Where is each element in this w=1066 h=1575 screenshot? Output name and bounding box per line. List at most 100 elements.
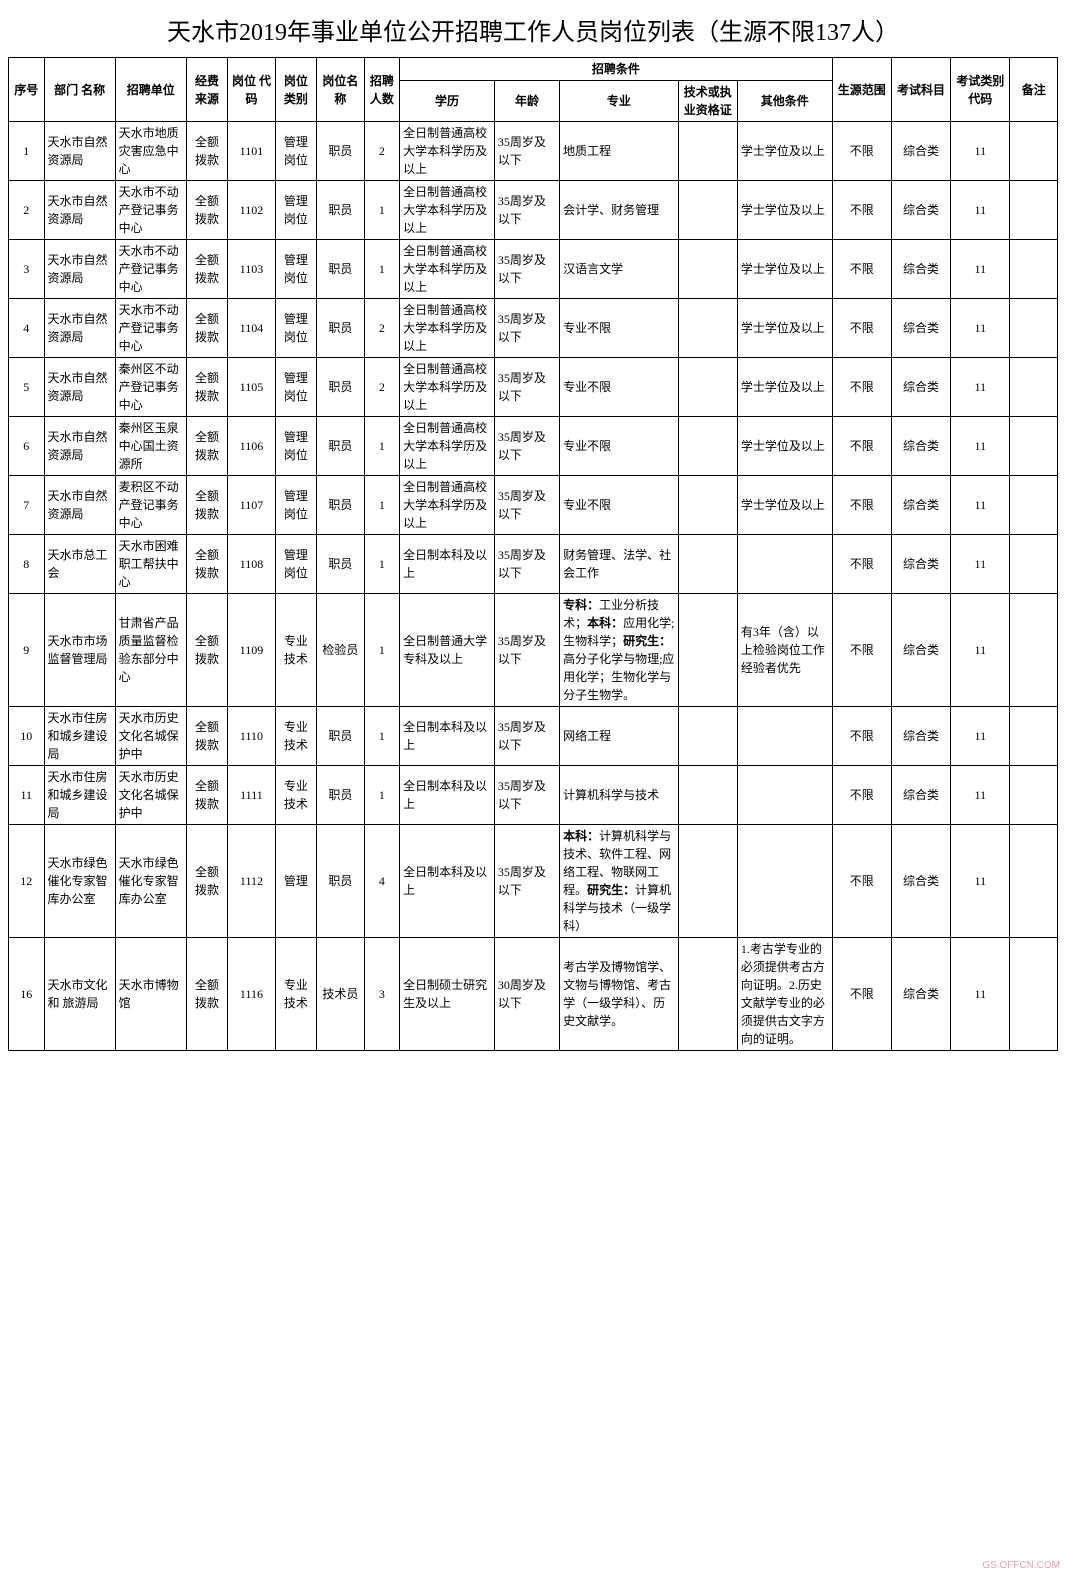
cell-age: 35周岁及以下 bbox=[494, 594, 559, 707]
cell-cert bbox=[678, 825, 737, 938]
cell-name: 职员 bbox=[317, 476, 364, 535]
cell-code: 1106 bbox=[228, 417, 275, 476]
table-row: 5天水市自然资源局秦州区不动产登记事务中心全额拨款1105管理岗位职员2全日制普… bbox=[9, 358, 1058, 417]
cell-seq: 1 bbox=[9, 122, 45, 181]
cell-cert bbox=[678, 766, 737, 825]
cell-unit: 天水市历史文化名城保护中 bbox=[115, 707, 186, 766]
cell-num: 2 bbox=[364, 358, 400, 417]
cell-cat: 管理岗位 bbox=[275, 240, 316, 299]
cell-edu: 全日制普通高校大学本科学历及以上 bbox=[400, 299, 495, 358]
cell-cert bbox=[678, 417, 737, 476]
cell-remark bbox=[1010, 122, 1058, 181]
cell-code: 1116 bbox=[228, 938, 275, 1051]
cell-cat: 专业技术 bbox=[275, 938, 316, 1051]
cell-unit: 天水市绿色催化专家智库办公室 bbox=[115, 825, 186, 938]
cell-examcode: 11 bbox=[951, 181, 1010, 240]
cell-examcode: 11 bbox=[951, 240, 1010, 299]
table-row: 8天水市总工会天水市困难职工帮扶中心全额拨款1108管理岗位职员1全日制本科及以… bbox=[9, 535, 1058, 594]
cell-fund: 全额拨款 bbox=[186, 358, 227, 417]
cell-examcode: 11 bbox=[951, 825, 1010, 938]
cell-cat: 专业技术 bbox=[275, 594, 316, 707]
cell-cert bbox=[678, 240, 737, 299]
cell-subject: 综合类 bbox=[891, 299, 950, 358]
cell-seq: 9 bbox=[9, 594, 45, 707]
col-subject: 考试科目 bbox=[891, 58, 950, 122]
cell-name: 职员 bbox=[317, 417, 364, 476]
cell-remark bbox=[1010, 535, 1058, 594]
cell-major: 专业不限 bbox=[560, 476, 679, 535]
cell-fund: 全额拨款 bbox=[186, 299, 227, 358]
cell-name: 职员 bbox=[317, 240, 364, 299]
cell-seq: 8 bbox=[9, 535, 45, 594]
cell-examcode: 11 bbox=[951, 594, 1010, 707]
cell-age: 35周岁及以下 bbox=[494, 181, 559, 240]
col-code: 岗位 代码 bbox=[228, 58, 275, 122]
cell-code: 1107 bbox=[228, 476, 275, 535]
cell-age: 35周岁及以下 bbox=[494, 240, 559, 299]
cell-fund: 全额拨款 bbox=[186, 417, 227, 476]
cell-name: 职员 bbox=[317, 299, 364, 358]
cell-remark bbox=[1010, 707, 1058, 766]
cell-unit: 天水市不动产登记事务中心 bbox=[115, 240, 186, 299]
cell-seq: 10 bbox=[9, 707, 45, 766]
cell-fund: 全额拨款 bbox=[186, 938, 227, 1051]
cell-other: 1.考古学专业的必须提供考古方向证明。2.历史文献学专业的必须提供古文字方向的证… bbox=[737, 938, 832, 1051]
cell-subject: 综合类 bbox=[891, 825, 950, 938]
cell-unit: 天水市困难职工帮扶中心 bbox=[115, 535, 186, 594]
cell-name: 职员 bbox=[317, 358, 364, 417]
cell-seq: 4 bbox=[9, 299, 45, 358]
cell-fund: 全额拨款 bbox=[186, 476, 227, 535]
col-edu: 学历 bbox=[400, 81, 495, 122]
cell-name: 职员 bbox=[317, 825, 364, 938]
cell-edu: 全日制普通高校大学本科学历及以上 bbox=[400, 358, 495, 417]
cell-major: 计算机科学与技术 bbox=[560, 766, 679, 825]
cell-edu: 全日制本科及以上 bbox=[400, 707, 495, 766]
cell-code: 1108 bbox=[228, 535, 275, 594]
col-cond-group: 招聘条件 bbox=[400, 58, 833, 81]
col-dept: 部门 名称 bbox=[44, 58, 115, 122]
cell-origin: 不限 bbox=[832, 535, 891, 594]
cell-major: 考古学及博物馆学、文物与博物馆、考古学（一级学科）、历史文献学。 bbox=[560, 938, 679, 1051]
cell-other: 学士学位及以上 bbox=[737, 299, 832, 358]
cell-cat: 专业技术 bbox=[275, 766, 316, 825]
col-age: 年龄 bbox=[494, 81, 559, 122]
table-row: 2天水市自然资源局天水市不动产登记事务中心全额拨款1102管理岗位职员1全日制普… bbox=[9, 181, 1058, 240]
col-fund: 经费来源 bbox=[186, 58, 227, 122]
cell-remark bbox=[1010, 181, 1058, 240]
cell-cat: 管理岗位 bbox=[275, 299, 316, 358]
cell-examcode: 11 bbox=[951, 476, 1010, 535]
cell-dept: 天水市总工会 bbox=[44, 535, 115, 594]
cell-origin: 不限 bbox=[832, 299, 891, 358]
col-other: 其他条件 bbox=[737, 81, 832, 122]
cell-dept: 天水市自然资源局 bbox=[44, 240, 115, 299]
cell-num: 4 bbox=[364, 825, 400, 938]
cell-dept: 天水市住房和城乡建设局 bbox=[44, 707, 115, 766]
cell-num: 1 bbox=[364, 181, 400, 240]
cell-cat: 管理岗位 bbox=[275, 535, 316, 594]
cell-fund: 全额拨款 bbox=[186, 535, 227, 594]
cell-age: 35周岁及以下 bbox=[494, 535, 559, 594]
cell-other: 学士学位及以上 bbox=[737, 358, 832, 417]
cell-examcode: 11 bbox=[951, 122, 1010, 181]
table-row: 4天水市自然资源局天水市不动产登记事务中心全额拨款1104管理岗位职员2全日制普… bbox=[9, 299, 1058, 358]
cell-major: 财务管理、法学、社会工作 bbox=[560, 535, 679, 594]
cell-unit: 天水市博物馆 bbox=[115, 938, 186, 1051]
table-row: 12天水市绿色催化专家智库办公室天水市绿色催化专家智库办公室全额拨款1112管理… bbox=[9, 825, 1058, 938]
cell-remark bbox=[1010, 766, 1058, 825]
table-row: 9天水市市场监督管理局甘肃省产品质量监督检验东部分中心全额拨款1109专业技术检… bbox=[9, 594, 1058, 707]
cell-major: 专业不限 bbox=[560, 358, 679, 417]
cell-edu: 全日制普通大学专科及以上 bbox=[400, 594, 495, 707]
cell-name: 职员 bbox=[317, 535, 364, 594]
cell-code: 1103 bbox=[228, 240, 275, 299]
cell-num: 1 bbox=[364, 240, 400, 299]
cell-fund: 全额拨款 bbox=[186, 707, 227, 766]
cell-subject: 综合类 bbox=[891, 417, 950, 476]
cell-edu: 全日制普通高校大学本科学历及以上 bbox=[400, 181, 495, 240]
cell-dept: 天水市自然资源局 bbox=[44, 417, 115, 476]
cell-num: 1 bbox=[364, 476, 400, 535]
cell-subject: 综合类 bbox=[891, 707, 950, 766]
cell-dept: 天水市文化和 旅游局 bbox=[44, 938, 115, 1051]
cell-other bbox=[737, 707, 832, 766]
cell-remark bbox=[1010, 358, 1058, 417]
col-remark: 备注 bbox=[1010, 58, 1058, 122]
